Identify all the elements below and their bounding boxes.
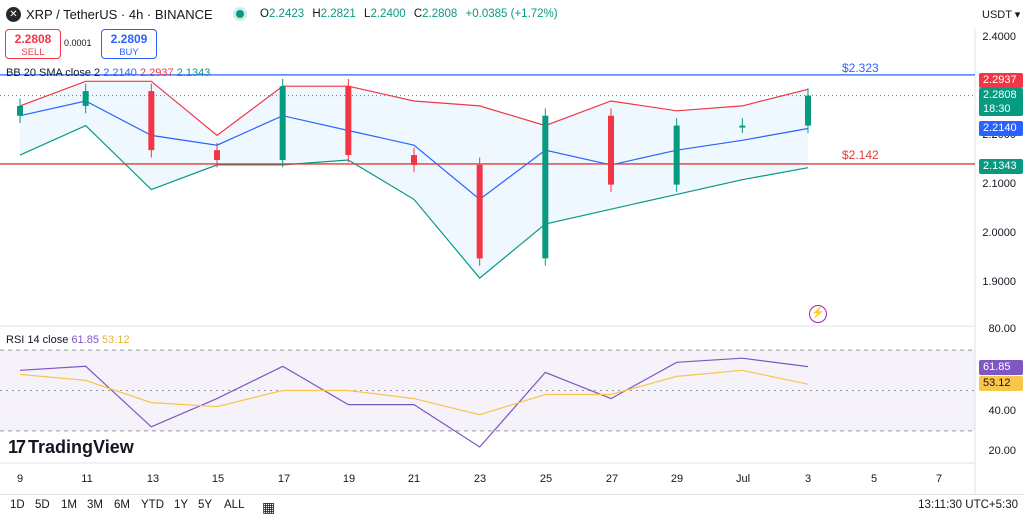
range-button-1d[interactable]: 1D [10, 499, 25, 511]
price-tick: 2.4000 [982, 31, 1016, 43]
time-tick: Jul [735, 473, 751, 485]
candle-body [542, 115, 549, 259]
resistance-label: $2.323 [842, 61, 879, 75]
time-tick: 5 [870, 473, 878, 485]
tradingview-logo-text: TradingView [28, 437, 134, 457]
range-button-5d[interactable]: 5D [35, 499, 50, 511]
upper-band-tag: 2.2937 [979, 73, 1023, 88]
candle-body [279, 86, 286, 160]
tv-mark-icon: 17 [8, 437, 26, 457]
time-tick: 15 [211, 473, 225, 485]
price-tick: 1.9000 [982, 276, 1016, 288]
bb-legend[interactable]: BB 20 SMA close 2 2.2140 2.2937 2.1343 [6, 67, 210, 79]
calendar-icon[interactable]: ▦ [262, 499, 276, 515]
rsi-ma-line [19, 369, 809, 416]
time-tick: 17 [277, 473, 291, 485]
candle-body [17, 105, 23, 116]
rsi-ma-tag: 53.12 [979, 376, 1023, 391]
time-tick: 13 [146, 473, 160, 485]
rsi-value: 61.85 [71, 334, 99, 346]
time-tick: 27 [605, 473, 619, 485]
last-price-tag: 2.2808 18:30 [979, 88, 1023, 116]
rsi-tag: 61.85 [979, 360, 1023, 375]
close-value: 2.2808 [422, 8, 458, 20]
bb-lower-line [19, 124, 809, 279]
lower-band-tag: 2.1343 [979, 159, 1023, 174]
rsi-tick: 20.00 [988, 445, 1016, 457]
candle-body [82, 91, 89, 106]
currency-selector[interactable]: USDT ▾ [982, 9, 1021, 21]
time-tick: 29 [670, 473, 684, 485]
time-tick: 25 [539, 473, 553, 485]
bb-basis-value: 2.2140 [103, 67, 137, 79]
candle-body [673, 125, 680, 185]
candle-body [345, 86, 352, 156]
rsi-name: RSI 14 close [6, 334, 69, 346]
lightning-icon[interactable]: ⚡ [809, 305, 827, 323]
price-tick: 2.1000 [982, 178, 1016, 190]
time-tick: 9 [16, 473, 24, 485]
tradingview-logo: 17 TradingView [8, 437, 134, 458]
range-button-ytd[interactable]: YTD [141, 499, 164, 511]
range-button-6m[interactable]: 6M [114, 499, 130, 511]
high-label: H [312, 8, 321, 20]
sell-label: SELL [21, 47, 45, 58]
rsi-tick: 80.00 [988, 323, 1016, 335]
ohlc-values: O2.2423 H2.2821 L2.2400 C2.2808 +0.0385 … [260, 8, 563, 20]
candle-body [739, 125, 746, 128]
time-tick: 19 [342, 473, 356, 485]
range-button-all[interactable]: ALL [224, 499, 245, 511]
open-value: 2.2423 [268, 8, 305, 20]
time-tick: 21 [407, 473, 421, 485]
basis-tag: 2.2140 [979, 121, 1023, 136]
bb-upper-line [19, 80, 809, 137]
candle-body [476, 164, 483, 259]
rsi-line [19, 357, 809, 448]
sell-price: 2.2808 [14, 32, 52, 46]
range-button-1m[interactable]: 1M [61, 499, 77, 511]
range-button-5y[interactable]: 5Y [198, 499, 213, 511]
low-label: L [364, 8, 371, 20]
time-tick: 7 [935, 473, 943, 485]
last-price-value: 2.2808 [983, 89, 1017, 101]
rsi-tick: 40.00 [988, 405, 1016, 417]
market-status-dot [236, 10, 244, 18]
high-value: 2.2821 [320, 8, 356, 20]
support-label: $2.142 [842, 148, 879, 162]
bb-upper-value: 2.2937 [139, 67, 174, 79]
candle-body [805, 95, 811, 126]
time-tick: 3 [804, 473, 812, 485]
spread-value: 0.0001 [64, 38, 92, 48]
rsi-ma-value: 53.12 [102, 334, 130, 346]
open-label: O [260, 8, 269, 20]
change-value: +0.0385 (+1.72%) [465, 8, 558, 20]
symbol-title[interactable]: XRP / TetherUS · 4h · BINANCE [26, 7, 213, 22]
candle-body [214, 150, 220, 160]
sell-button[interactable]: 2.2808 SELL [5, 29, 61, 59]
buy-button[interactable]: 2.2809 BUY [101, 29, 157, 59]
close-label: C [413, 8, 423, 20]
low-value: 2.2400 [370, 8, 406, 20]
candle-body [608, 115, 614, 185]
bb-lower-value: 2.1343 [176, 67, 211, 79]
xrp-icon: ✕ [6, 7, 21, 22]
candle-body [148, 91, 155, 151]
time-tick: 11 [81, 473, 93, 485]
price-tick: 2.0000 [982, 227, 1016, 239]
countdown-value: 18:30 [983, 103, 1011, 115]
buy-label: BUY [119, 47, 139, 58]
rsi-legend[interactable]: RSI 14 close 61.85 53.12 [6, 334, 130, 346]
clock[interactable]: 13:11:30 UTC+5:30 [918, 499, 1018, 511]
bb-name: BB 20 SMA close 2 [6, 67, 101, 79]
range-button-3m[interactable]: 3M [87, 499, 103, 511]
candle-body [411, 155, 417, 165]
chart-header: ✕ XRP / TetherUS · 4h · BINANCE O2.2423 … [0, 0, 1020, 28]
bottom-toolbar [0, 494, 1024, 520]
time-tick: 23 [473, 473, 487, 485]
buy-price: 2.2809 [110, 32, 148, 46]
range-button-1y[interactable]: 1Y [174, 499, 189, 511]
bb-fill [20, 81, 808, 279]
